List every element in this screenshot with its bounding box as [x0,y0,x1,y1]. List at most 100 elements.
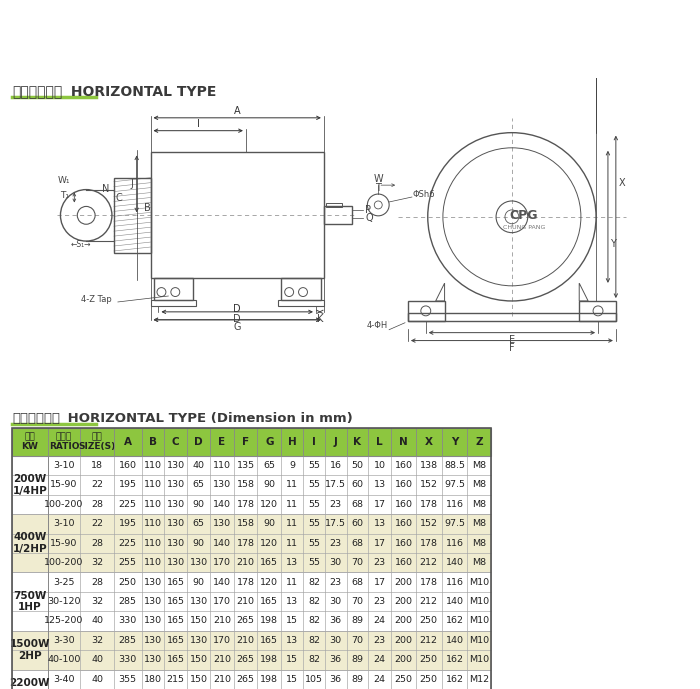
Text: 28: 28 [91,577,103,586]
Text: 3-40: 3-40 [53,675,75,683]
Text: 90: 90 [263,480,275,489]
Text: 200: 200 [395,597,412,606]
Text: 200W
1/4HP: 200W 1/4HP [13,474,47,496]
Text: 225: 225 [119,500,136,509]
Text: HORIZONTAL TYPE: HORIZONTAL TYPE [66,85,217,99]
Text: 36: 36 [330,675,342,683]
Text: T: T [375,183,382,193]
Text: 24: 24 [374,675,386,683]
Text: 55: 55 [308,480,320,489]
Text: 90: 90 [193,577,204,586]
Text: 9: 9 [289,461,295,470]
Text: 82: 82 [308,617,320,626]
Text: 55: 55 [308,520,320,528]
Text: X: X [425,437,433,447]
Text: 178: 178 [237,577,255,586]
Text: 4-ΦH: 4-ΦH [367,320,388,330]
Text: 130: 130 [144,636,162,645]
Text: 212: 212 [420,636,438,645]
Text: 170: 170 [213,636,231,645]
Text: 160: 160 [395,480,412,489]
Text: N: N [102,183,109,194]
Text: 178: 178 [420,539,438,548]
Text: 68: 68 [351,500,363,509]
Text: M8: M8 [473,480,486,489]
Text: 178: 178 [420,500,438,509]
Text: 250: 250 [420,675,438,683]
Text: 140: 140 [213,500,231,509]
Text: 馬力: 馬力 [25,433,35,442]
Text: 265: 265 [237,617,255,626]
Bar [12,428,491,689]
Text: 40-100: 40-100 [47,655,80,664]
Text: 110: 110 [144,539,162,548]
Bar [12,456,491,514]
Text: 17.5: 17.5 [326,520,346,528]
Text: M10: M10 [469,617,489,626]
Text: 17: 17 [374,500,386,509]
Text: 180: 180 [144,675,162,683]
Text: 285: 285 [119,597,136,606]
Text: 165: 165 [167,617,185,626]
Text: 330: 330 [119,617,137,626]
Text: 90: 90 [193,500,204,509]
Text: 28: 28 [91,500,103,509]
Text: 165: 165 [167,597,185,606]
Text: 97.5: 97.5 [444,480,465,489]
Text: E: E [218,437,225,447]
Text: M8: M8 [473,558,486,567]
Text: 116: 116 [445,577,463,586]
Text: 50: 50 [351,461,363,470]
Text: 170: 170 [213,597,231,606]
Text: 16: 16 [330,461,342,470]
Text: 215: 215 [167,675,185,683]
Text: 162: 162 [445,617,463,626]
Text: G: G [265,437,274,447]
Text: 15-90: 15-90 [50,539,78,548]
Text: 250: 250 [119,577,136,586]
Text: I: I [197,119,199,129]
Text: 17.5: 17.5 [326,480,346,489]
Text: 165: 165 [260,636,279,645]
Bar [579,301,616,321]
Text: 10: 10 [374,461,386,470]
Text: B: B [149,437,157,447]
Bar [408,301,444,321]
Text: F: F [509,342,514,353]
Text: 82: 82 [308,636,320,645]
Text: J: J [334,437,337,447]
Text: 120: 120 [260,500,279,509]
Text: 110: 110 [144,520,162,528]
Text: 100-200: 100-200 [44,500,83,509]
Text: K: K [354,437,361,447]
Text: 178: 178 [237,539,255,548]
Text: L: L [377,437,383,447]
Text: ←S₁→: ←S₁→ [71,240,92,249]
Text: HORIZONTAL TYPE (Dimension in mm): HORIZONTAL TYPE (Dimension in mm) [64,412,354,425]
Text: M8: M8 [473,520,486,528]
Text: 88.5: 88.5 [444,461,465,470]
Text: Y: Y [610,239,616,249]
Text: Y: Y [451,437,458,447]
Text: 160: 160 [119,461,136,470]
Text: 130: 130 [190,558,208,567]
Text: 158: 158 [237,520,255,528]
Text: 17: 17 [374,577,386,586]
Text: 65: 65 [193,480,204,489]
Text: 82: 82 [308,597,320,606]
Text: 200: 200 [395,577,412,586]
Bar [150,152,324,278]
Text: 70: 70 [351,597,363,606]
Text: 198: 198 [260,617,279,626]
Text: 130: 130 [144,655,162,664]
Text: 65: 65 [263,461,275,470]
Text: 110: 110 [144,461,162,470]
Text: 210: 210 [237,636,255,645]
Text: Z: Z [475,437,483,447]
Text: 40: 40 [91,655,103,664]
Text: 285: 285 [119,636,136,645]
Text: 330: 330 [119,655,137,664]
Text: 150: 150 [190,655,208,664]
Text: 130: 130 [167,520,185,528]
Text: 130: 130 [144,617,162,626]
